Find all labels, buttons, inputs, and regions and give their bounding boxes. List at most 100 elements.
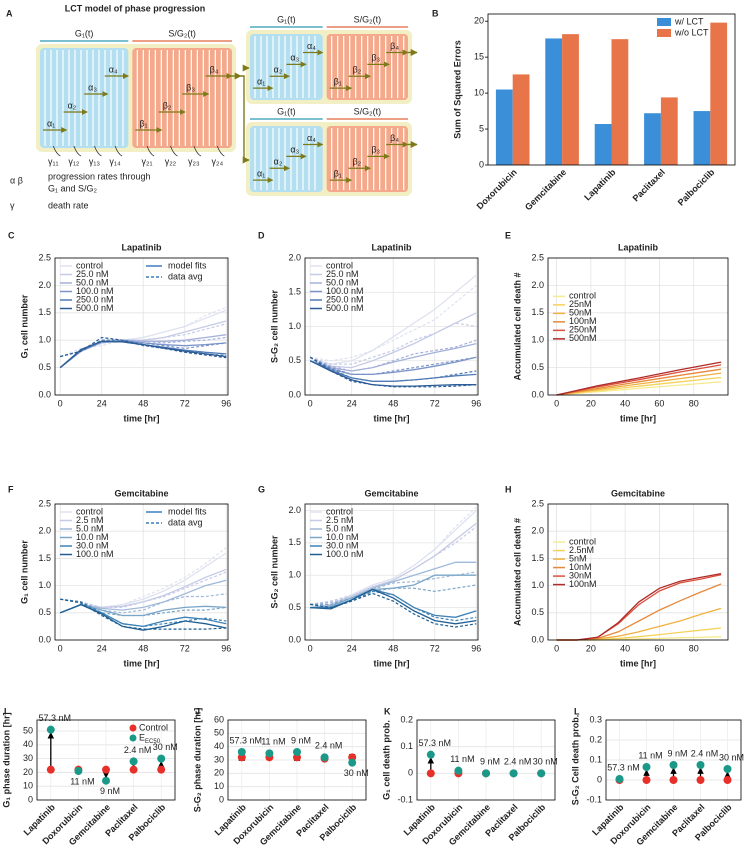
y-tick-label: 0 <box>597 774 602 784</box>
legend-label: 10.0 nM <box>76 532 109 542</box>
annotation: 2.4 nM <box>315 741 343 751</box>
annotation: 11 nM <box>261 737 285 747</box>
legend-label: 5.0 nM <box>326 523 354 533</box>
legend-swatch <box>657 29 671 37</box>
y-tick-label: 2.5 <box>38 498 51 508</box>
y-tick-label: 60 <box>214 714 224 724</box>
y-axis-label: Accumulated cell death # <box>512 518 522 626</box>
y-tick-label: -0.1 <box>397 794 413 804</box>
x-axis-label: time [hr] <box>620 658 656 668</box>
data-avg-line <box>309 356 477 388</box>
legend-label: 30.0 nM <box>76 540 109 550</box>
annotation: 30 nM <box>153 742 178 752</box>
y-tick-label: 30 <box>214 754 224 764</box>
annotation: 9 nM <box>291 735 311 745</box>
x-tick-label: 0 <box>308 643 313 653</box>
data-avg-line <box>310 590 477 622</box>
x-tick-label: 60 <box>654 398 664 408</box>
legend-label: 100.0 nM <box>76 549 114 559</box>
legend-label: 250.0 nM <box>326 294 364 304</box>
point <box>129 765 138 774</box>
rate-label: β₁ <box>334 76 342 86</box>
y-tick-label: 1.0 <box>288 321 301 331</box>
data-avg-line <box>310 571 477 605</box>
point <box>426 750 435 759</box>
x-tick-label: 72 <box>430 643 440 653</box>
y-tick-label: 2.5 <box>38 252 51 262</box>
y-tick-label: 1.5 <box>531 553 544 563</box>
point <box>426 769 435 778</box>
annotation: 30 nM <box>344 768 369 778</box>
legend-label: 10.0 nM <box>326 532 359 542</box>
point <box>46 765 55 774</box>
x-tick-label: 96 <box>471 398 481 408</box>
chart-title: Gemcitabine <box>114 488 168 498</box>
x-tick-label: 48 <box>138 398 148 408</box>
rate-label: β₄ <box>390 133 399 143</box>
annotation: 30 nM <box>533 757 558 767</box>
data-avg-line <box>60 593 227 614</box>
y-tick-label: 1.0 <box>531 580 544 590</box>
y-tick-label: 2.0 <box>531 526 544 536</box>
y-tick-label: -0.1 <box>586 794 602 804</box>
y-tick-label: 1.5 <box>288 287 301 297</box>
y-tick-label: 0.2 <box>589 734 602 744</box>
y-tick-label: 0.5 <box>38 607 51 617</box>
rate-label: α₂ <box>274 65 283 75</box>
death-label: γ₁₂ <box>68 156 80 166</box>
legend-label: w/ LCT <box>674 16 704 26</box>
legend-label: 100.0 nM <box>326 549 364 559</box>
y-tick-label: 0.5 <box>288 355 301 365</box>
legend-label: 2.5nM <box>569 545 594 555</box>
g1-box <box>250 126 323 192</box>
x-tick-label: 72 <box>180 643 190 653</box>
style-label: model fits <box>168 260 207 270</box>
rate-label: β₃ <box>371 53 380 63</box>
axes-frame <box>36 719 176 801</box>
legend-label: 50.0 nM <box>326 277 359 287</box>
panel-label: I <box>4 706 7 716</box>
point <box>696 761 705 769</box>
style-label: data avg <box>168 517 203 527</box>
rate-label: α₄ <box>307 41 316 51</box>
x-tick-label: 96 <box>221 398 231 408</box>
y-tick-label: 0.0 <box>531 389 544 399</box>
axes-frame <box>487 13 736 166</box>
data-avg-line <box>309 356 477 382</box>
legend-swatch <box>657 18 671 26</box>
death-label: γ₁₃ <box>89 156 101 166</box>
legend-label: 50nM <box>569 308 592 318</box>
data-avg-line <box>310 592 477 628</box>
x-tick-label: 40 <box>620 398 630 408</box>
x-axis-label: time [hr] <box>124 413 160 423</box>
y-axis-label: G₁ cell number <box>19 294 29 358</box>
annotation: 2.4 nM <box>504 757 532 767</box>
death-label: γ₁₄ <box>109 156 121 166</box>
legend-text: G₁ and S/G₂ <box>48 183 98 193</box>
y-tick-label: 1.0 <box>531 335 544 345</box>
panel-label: D <box>258 230 265 240</box>
y-tick-label: 1.0 <box>288 570 301 580</box>
x-tick-label: 48 <box>138 643 148 653</box>
axes-frame <box>547 503 729 641</box>
bar <box>562 34 579 166</box>
legend-label: 25.0 nM <box>76 269 109 279</box>
annotation: 9 nM <box>480 757 500 767</box>
legend-label: 5.0 nM <box>76 523 104 533</box>
axes-frame <box>54 503 229 641</box>
death-label: γ₁₁ <box>48 156 59 166</box>
x-tick-label: 20 <box>586 643 596 653</box>
x-axis-label: time [hr] <box>124 658 160 668</box>
data-avg-line <box>310 526 477 605</box>
y-tick-label: 0.5 <box>531 362 544 372</box>
point <box>537 769 546 778</box>
model-line <box>556 376 722 396</box>
model-line <box>309 342 477 372</box>
y-tick-label: 30 <box>23 753 33 763</box>
legend-text: death rate <box>48 200 89 210</box>
data-avg-line <box>60 336 227 358</box>
legend-text: progression rates through <box>48 171 151 181</box>
chart-title: Lapatinib <box>618 242 659 252</box>
annotation: 11 nM <box>70 776 94 786</box>
y-tick-label: 0 <box>408 768 413 778</box>
